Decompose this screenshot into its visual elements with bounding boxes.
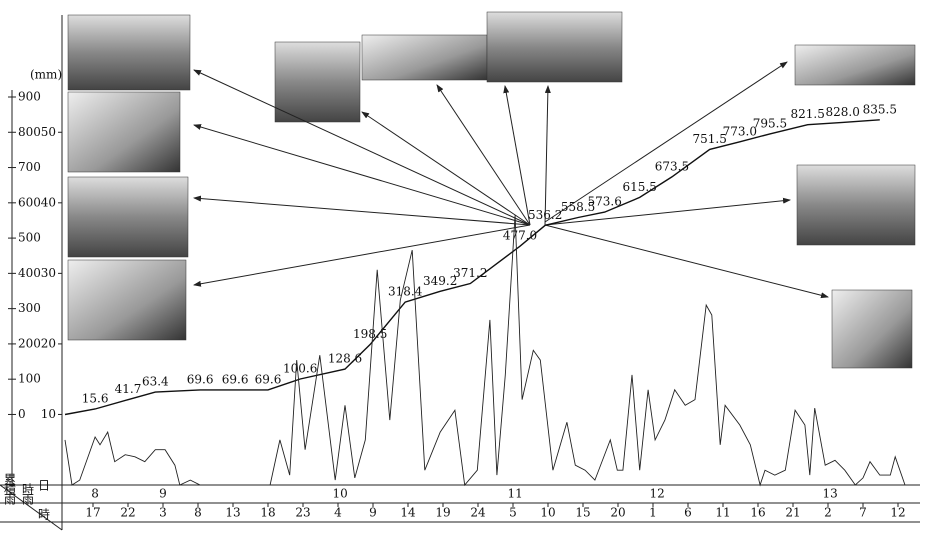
x-tick-label: 3 [159, 506, 167, 520]
value-label: 128.6 [328, 352, 362, 366]
series-line [65, 215, 905, 485]
x-tick-label: 12 [890, 506, 905, 520]
value-label: 795.5 [753, 116, 787, 130]
x-tick-label: 2 [824, 506, 832, 520]
arrow [362, 112, 530, 225]
x-tick-label: 16 [750, 506, 765, 520]
x-tick-label: 13 [225, 506, 240, 520]
value-label: 573.6 [588, 195, 622, 209]
value-label: 318.4 [388, 285, 423, 299]
photo [797, 165, 915, 245]
y-tick-label: 800 [18, 125, 41, 139]
x-tick-label: 4 [334, 506, 342, 520]
value-label: 615.5 [623, 180, 657, 194]
x-tick-label: 9 [369, 506, 377, 520]
y2-tick-label: 20 [41, 336, 56, 350]
x-tick-label: 15 [575, 506, 590, 520]
y-tick-label: 200 [18, 336, 41, 350]
arrow [545, 225, 828, 297]
y-tick-label: 0 [18, 407, 26, 421]
photos [68, 12, 915, 368]
value-label: 63.4 [142, 375, 169, 389]
value-label: 15.6 [82, 391, 109, 405]
x-tick-label: 20 [610, 506, 625, 520]
y-tick-label: 300 [18, 301, 41, 315]
arrow [545, 86, 548, 225]
y2-tick-label: 30 [41, 266, 56, 280]
y-tick-label: 600 [18, 195, 41, 209]
y2-tick-label: 10 [41, 407, 56, 421]
x-tick-label: 7 [859, 506, 867, 520]
row-header: 雨 [22, 493, 34, 507]
x-tick-label: 1 [649, 506, 657, 520]
value-label: 835.5 [863, 102, 897, 116]
photo [68, 260, 186, 340]
photo [795, 45, 915, 85]
value-label: 371.2 [453, 266, 487, 280]
x-tick-label: 14 [400, 506, 416, 520]
y-tick-label: 900 [18, 90, 41, 104]
y2-tick-label: 40 [41, 195, 56, 209]
x-tick-label: 6 [684, 506, 692, 520]
y-tick-label: 100 [18, 372, 41, 386]
value-label: 69.6 [187, 372, 214, 386]
value-label: 828.0 [826, 105, 860, 119]
day-label: 12 [650, 487, 665, 501]
y-tick-label: 400 [18, 266, 41, 280]
row-header: 時 [38, 508, 50, 522]
x-tick-label: 21 [785, 506, 800, 520]
photo [832, 290, 912, 368]
x-tick-label: 8 [194, 506, 202, 520]
day-label: 9 [159, 487, 167, 501]
arrow [194, 125, 530, 225]
arrow [545, 62, 787, 222]
value-label: 69.6 [255, 372, 282, 386]
value-label: 673.5 [655, 159, 689, 173]
value-label: 69.6 [222, 372, 249, 386]
day-label: 13 [822, 487, 837, 501]
day-label: 10 [332, 487, 347, 501]
value-label: 41.7 [115, 382, 142, 396]
photo [487, 12, 622, 82]
x-tick-label: 18 [260, 506, 275, 520]
photo [68, 15, 190, 90]
x-tick-label: 17 [85, 506, 100, 520]
row-header: 雨 [4, 493, 16, 507]
y-unit: (mm) [30, 68, 62, 82]
x-tick-label: 24 [470, 506, 486, 520]
day-label: 8 [91, 487, 99, 501]
x-tick-label: 23 [295, 506, 310, 520]
value-label: 536.2 [528, 208, 562, 222]
value-label: 821.5 [791, 107, 825, 121]
x-tick-label: 10 [540, 506, 555, 520]
photo [362, 35, 487, 80]
photo [68, 177, 188, 257]
day-label: 11 [507, 487, 522, 501]
x-tick-label: 19 [435, 506, 450, 520]
row-header: 日 [38, 479, 50, 493]
x-tick-label: 22 [120, 506, 135, 520]
y-tick-label: 500 [18, 231, 41, 245]
y2-tick-label: 50 [41, 125, 56, 139]
value-label: 100.6 [283, 361, 317, 375]
photo [68, 92, 180, 172]
photo [275, 42, 360, 122]
y-tick-label: 700 [18, 160, 41, 174]
x-tick-label: 5 [509, 506, 517, 520]
arrow [505, 86, 530, 225]
x-tick-label: 11 [715, 506, 730, 520]
value-label: 477.0 [503, 229, 537, 243]
chart: (mm) 0 100 200 300 400 500 600 700 800 900 10 20 30 4… [0, 0, 934, 533]
